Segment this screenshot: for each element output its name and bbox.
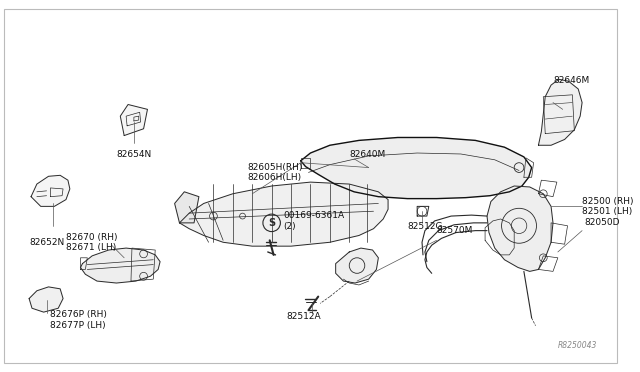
FancyBboxPatch shape bbox=[4, 9, 617, 363]
Polygon shape bbox=[175, 192, 199, 223]
Text: 82676P (RH)
82677P (LH): 82676P (RH) 82677P (LH) bbox=[51, 310, 108, 330]
Polygon shape bbox=[29, 287, 63, 312]
Text: 82654N: 82654N bbox=[116, 150, 152, 160]
Text: 82646M: 82646M bbox=[553, 76, 589, 85]
Text: 82050D: 82050D bbox=[584, 218, 620, 227]
Polygon shape bbox=[301, 138, 532, 199]
Text: S: S bbox=[268, 218, 275, 228]
Text: 82512G: 82512G bbox=[408, 222, 443, 231]
Text: 00169-6361A
(2): 00169-6361A (2) bbox=[284, 211, 344, 231]
Polygon shape bbox=[179, 182, 388, 246]
Polygon shape bbox=[335, 248, 378, 283]
Text: 82570M: 82570M bbox=[436, 226, 473, 235]
Text: 82512A: 82512A bbox=[286, 311, 321, 321]
Text: 82652N: 82652N bbox=[29, 238, 64, 247]
Text: 82605H(RH)
82606H(LH): 82605H(RH) 82606H(LH) bbox=[248, 163, 303, 182]
Text: 82640M: 82640M bbox=[349, 150, 385, 160]
Polygon shape bbox=[31, 175, 70, 206]
Text: 82500 (RH)
82501 (LH): 82500 (RH) 82501 (LH) bbox=[582, 197, 634, 216]
Polygon shape bbox=[538, 79, 582, 145]
Polygon shape bbox=[81, 248, 160, 283]
Text: 82670 (RH)
82671 (LH): 82670 (RH) 82671 (LH) bbox=[66, 232, 118, 252]
Polygon shape bbox=[487, 186, 553, 271]
Polygon shape bbox=[120, 105, 147, 135]
Text: R8250043: R8250043 bbox=[558, 341, 597, 350]
